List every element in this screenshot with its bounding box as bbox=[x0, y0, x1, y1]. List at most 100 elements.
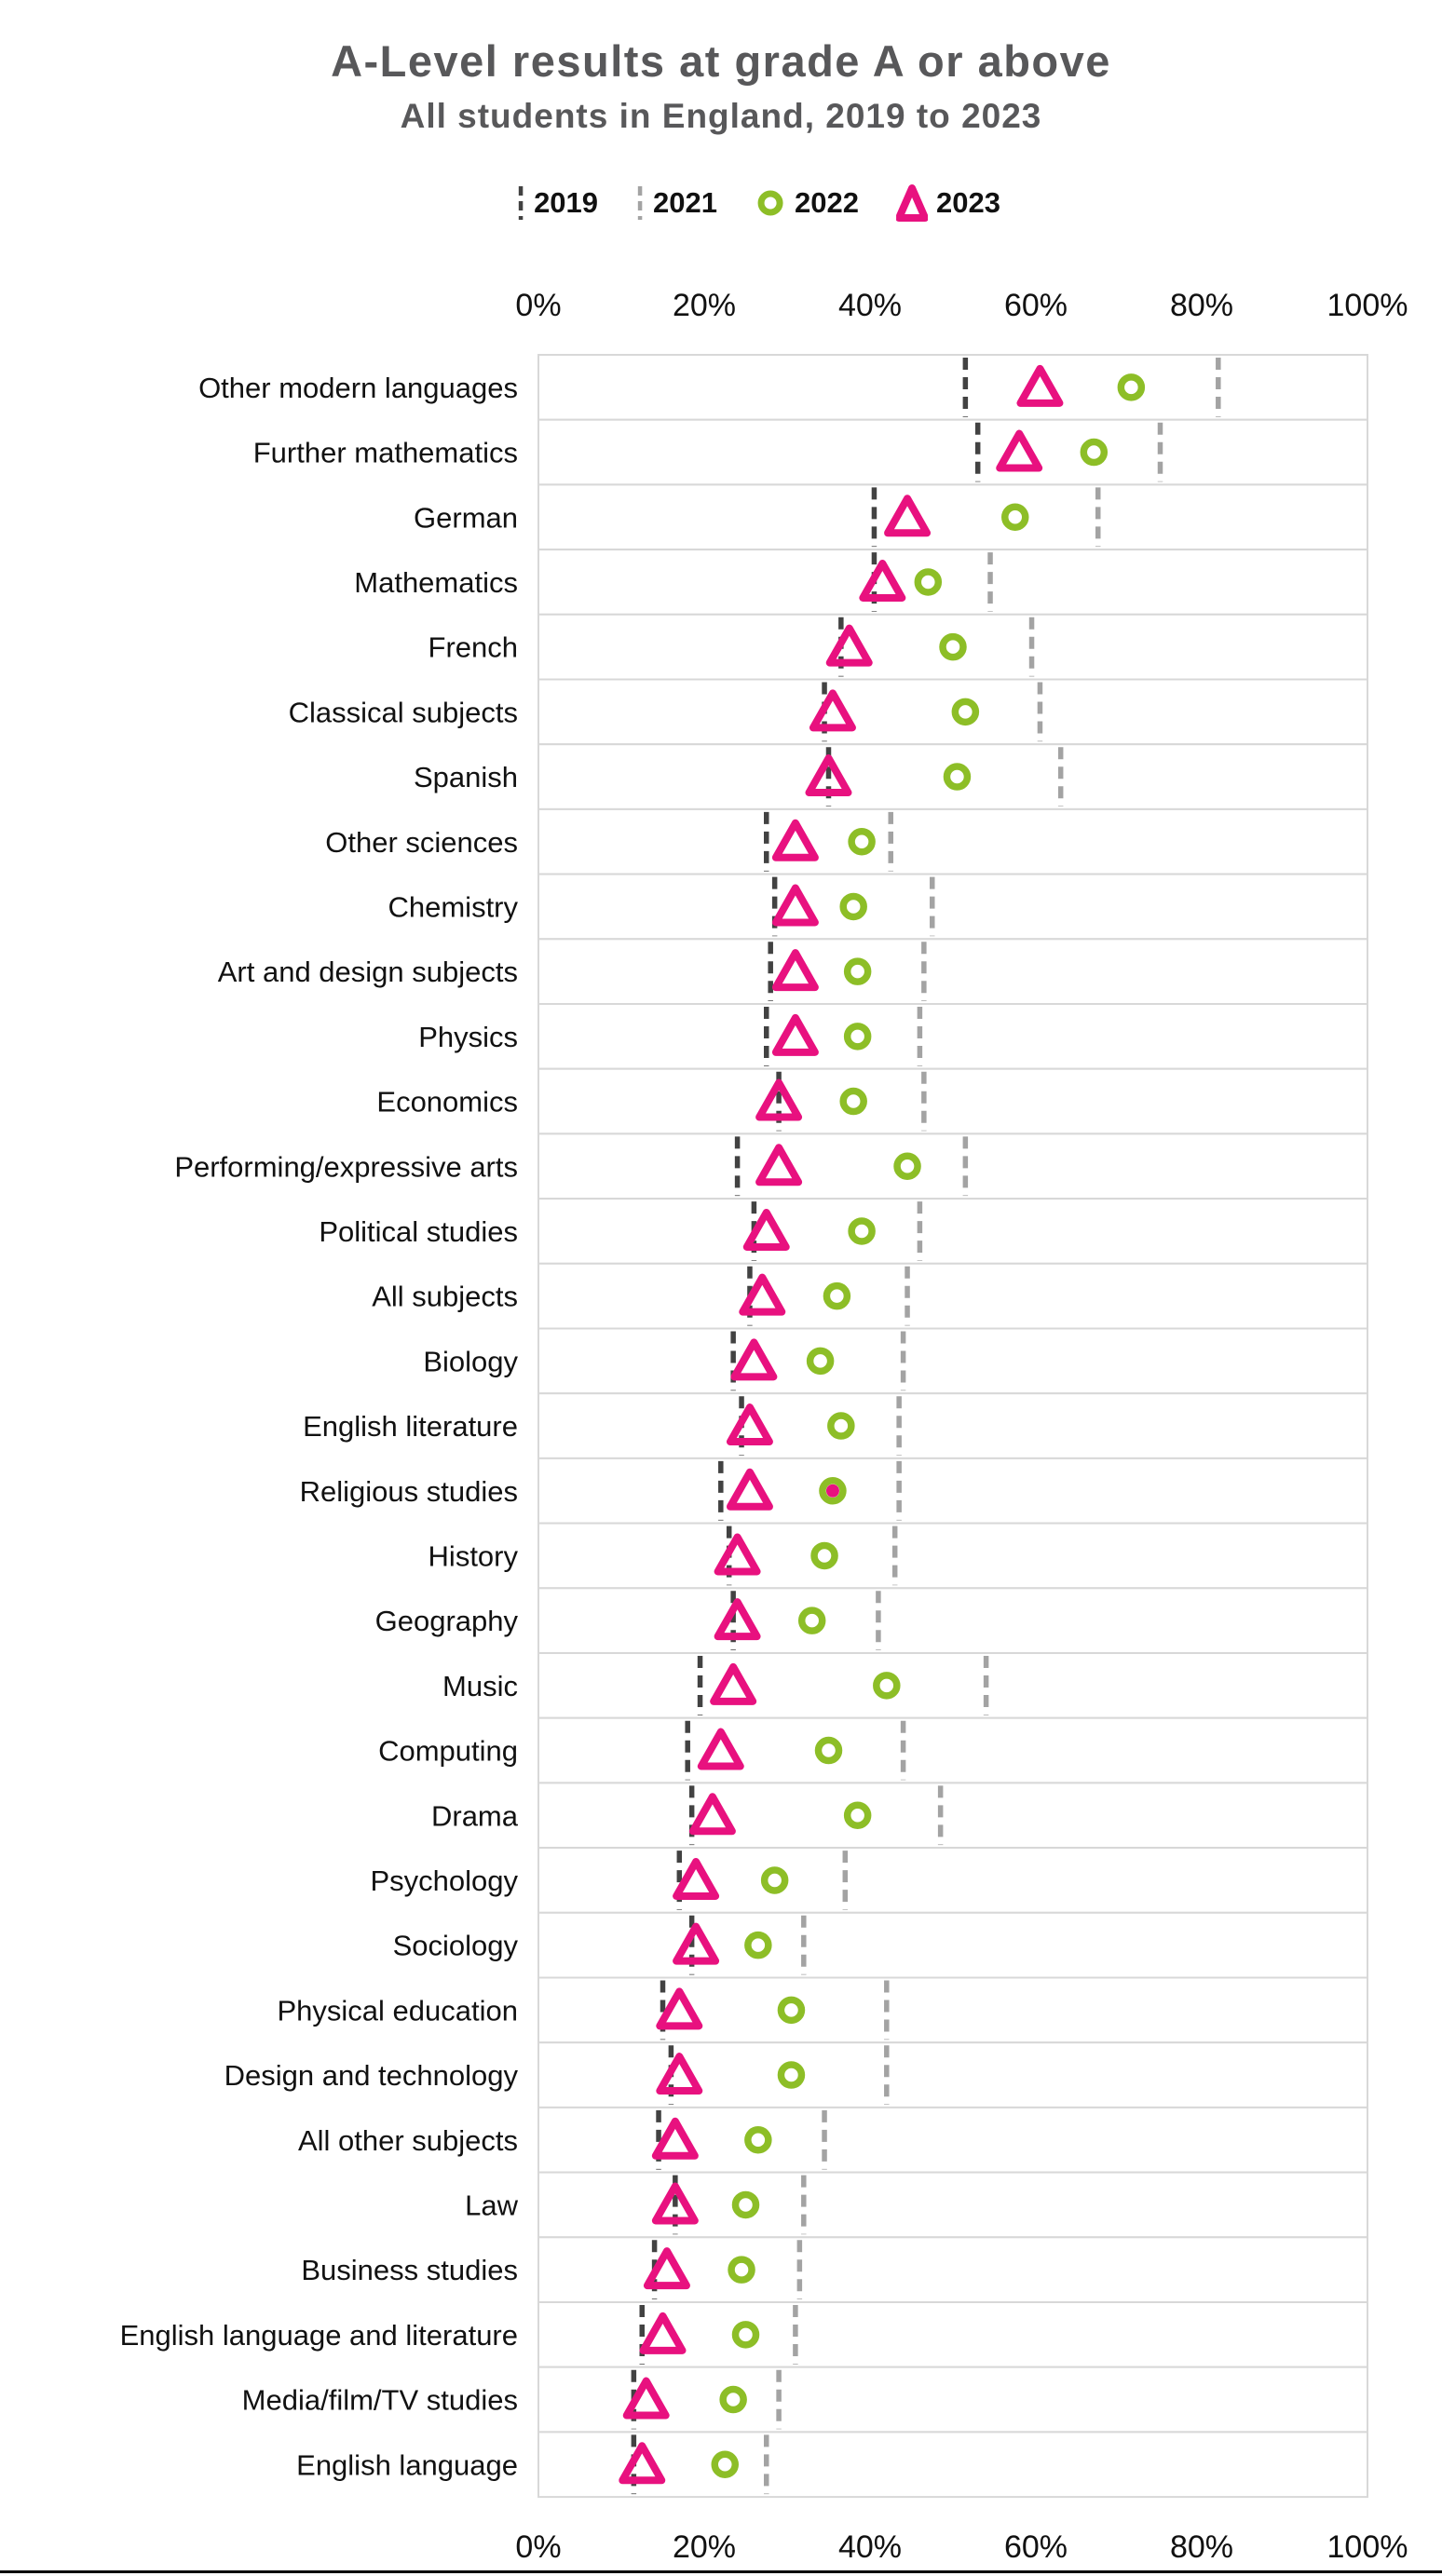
legend-label: 2023 bbox=[935, 186, 1000, 219]
marker-2022-center-dot bbox=[825, 1484, 839, 1498]
row-cell bbox=[537, 873, 1368, 941]
row-label: Drama bbox=[431, 1799, 519, 1832]
marker-2022-circle bbox=[731, 2321, 760, 2349]
row-cell bbox=[537, 938, 1368, 1005]
marker-2023-triangle bbox=[809, 689, 856, 732]
row-cell bbox=[537, 1716, 1368, 1784]
row-cell bbox=[537, 1911, 1368, 1979]
marker-2023-triangle bbox=[710, 1662, 757, 1705]
legend-item-2023: 2023 bbox=[895, 183, 1000, 224]
row-cell bbox=[537, 418, 1368, 486]
marker-2022-circle bbox=[839, 892, 867, 921]
legend-item-2021: 2021 bbox=[635, 183, 717, 224]
row-cell bbox=[537, 2041, 1368, 2108]
marker-2023-triangle bbox=[825, 624, 873, 667]
row-label: Computing bbox=[378, 1735, 518, 1768]
marker-2022-circle bbox=[893, 1152, 921, 1180]
row-cell bbox=[537, 743, 1368, 810]
marker-2023-triangle bbox=[714, 1598, 761, 1641]
row-label: Biology bbox=[423, 1345, 518, 1377]
row-cell bbox=[537, 2236, 1368, 2304]
x-axis-tick-top: 80% bbox=[1170, 288, 1233, 323]
row-label: Law bbox=[465, 2189, 518, 2221]
marker-2023-triangle bbox=[771, 1013, 819, 1056]
marker-2022-circle bbox=[711, 2450, 739, 2478]
marker-2022-circle bbox=[943, 763, 972, 791]
marker-2023-triangle bbox=[622, 2377, 670, 2420]
row-cell bbox=[537, 1587, 1368, 1655]
row-cell bbox=[537, 2366, 1368, 2434]
row-label: Sociology bbox=[393, 1930, 519, 1962]
marker-2022-circle bbox=[839, 1087, 867, 1116]
legend-label: 2021 bbox=[653, 186, 717, 219]
marker-2023-triangle bbox=[726, 1403, 773, 1446]
legend-marker-shape bbox=[757, 190, 783, 216]
marker-2022-circle bbox=[777, 1996, 806, 2025]
marker-2022-circle bbox=[848, 1217, 876, 1245]
marker-2023-triangle bbox=[726, 1468, 773, 1511]
marker-2022-circle bbox=[914, 568, 943, 596]
marker-2023-triangle bbox=[742, 1208, 790, 1251]
row-cell bbox=[537, 1003, 1368, 1070]
marker-2023-triangle bbox=[859, 559, 906, 602]
row-label: Design and technology bbox=[224, 2059, 519, 2092]
marker-2022-circle bbox=[823, 1281, 851, 1310]
row-label: All subjects bbox=[372, 1281, 518, 1313]
row-label: English language bbox=[296, 2448, 518, 2481]
marker-2023-triangle bbox=[739, 1273, 786, 1316]
row-label: English literature bbox=[303, 1410, 518, 1443]
marker-2023-triangle bbox=[619, 2442, 666, 2485]
marker-2022-circle bbox=[728, 2256, 755, 2284]
marker-2022-circle bbox=[951, 698, 980, 726]
row-cell bbox=[537, 1392, 1368, 1459]
row-cell bbox=[537, 1457, 1368, 1525]
marker-2022-circle bbox=[819, 1477, 847, 1505]
row-label: Other modern languages bbox=[198, 372, 518, 404]
row-label: English language and literature bbox=[120, 2319, 518, 2352]
legend-2021-dash-icon bbox=[637, 186, 643, 220]
row-cell bbox=[537, 2431, 1368, 2499]
row-cell bbox=[537, 1522, 1368, 1590]
row-cell bbox=[537, 1652, 1368, 1719]
row-label: Political studies bbox=[319, 1215, 518, 1248]
row-label: Religious studies bbox=[300, 1475, 518, 1508]
row-label: Chemistry bbox=[388, 890, 518, 923]
row-cell bbox=[537, 1847, 1368, 1914]
row-label: Classical subjects bbox=[289, 696, 518, 728]
marker-2022-circle bbox=[848, 828, 876, 856]
row-label: Performing/expressive arts bbox=[174, 1150, 518, 1183]
row-label: Media/film/TV studies bbox=[242, 2384, 518, 2417]
legend-2019-dash-icon bbox=[518, 186, 524, 220]
legend-2023-triangle-icon bbox=[895, 184, 928, 222]
marker-2022-circle bbox=[731, 2190, 760, 2219]
x-axis-tick-top: 0% bbox=[515, 288, 561, 323]
x-axis-tick-top: 20% bbox=[673, 288, 736, 323]
row-label: German bbox=[414, 501, 518, 534]
marker-2023-triangle bbox=[755, 1078, 803, 1121]
legend-item-2019: 2019 bbox=[516, 183, 598, 224]
row-cell bbox=[537, 483, 1368, 551]
row-cell bbox=[537, 807, 1368, 875]
legend-2022-circle-icon bbox=[757, 190, 783, 216]
row-label: All other subjects bbox=[298, 2124, 518, 2157]
row-label: French bbox=[429, 631, 518, 664]
marker-2022-circle bbox=[843, 957, 872, 985]
marker-2022-circle bbox=[806, 1347, 835, 1376]
marker-2023-triangle bbox=[656, 1987, 703, 2030]
marker-2023-triangle bbox=[771, 884, 819, 927]
marker-2022-circle bbox=[939, 632, 967, 661]
x-axis-tick-bottom: 80% bbox=[1170, 2529, 1233, 2565]
row-label: Spanish bbox=[414, 761, 518, 793]
row-cell bbox=[537, 1782, 1368, 1850]
marker-2023-triangle bbox=[771, 949, 819, 992]
row-cell bbox=[537, 613, 1368, 681]
marker-2022-circle bbox=[810, 1541, 838, 1570]
legend: 2019 2021 2022 2023 bbox=[516, 183, 1000, 224]
marker-2023-triangle bbox=[651, 2182, 699, 2225]
marker-2022-circle bbox=[827, 1412, 855, 1440]
row-label: Mathematics bbox=[354, 566, 518, 599]
marker-2022-circle bbox=[760, 1866, 789, 1894]
legend-label: 2022 bbox=[795, 186, 859, 219]
